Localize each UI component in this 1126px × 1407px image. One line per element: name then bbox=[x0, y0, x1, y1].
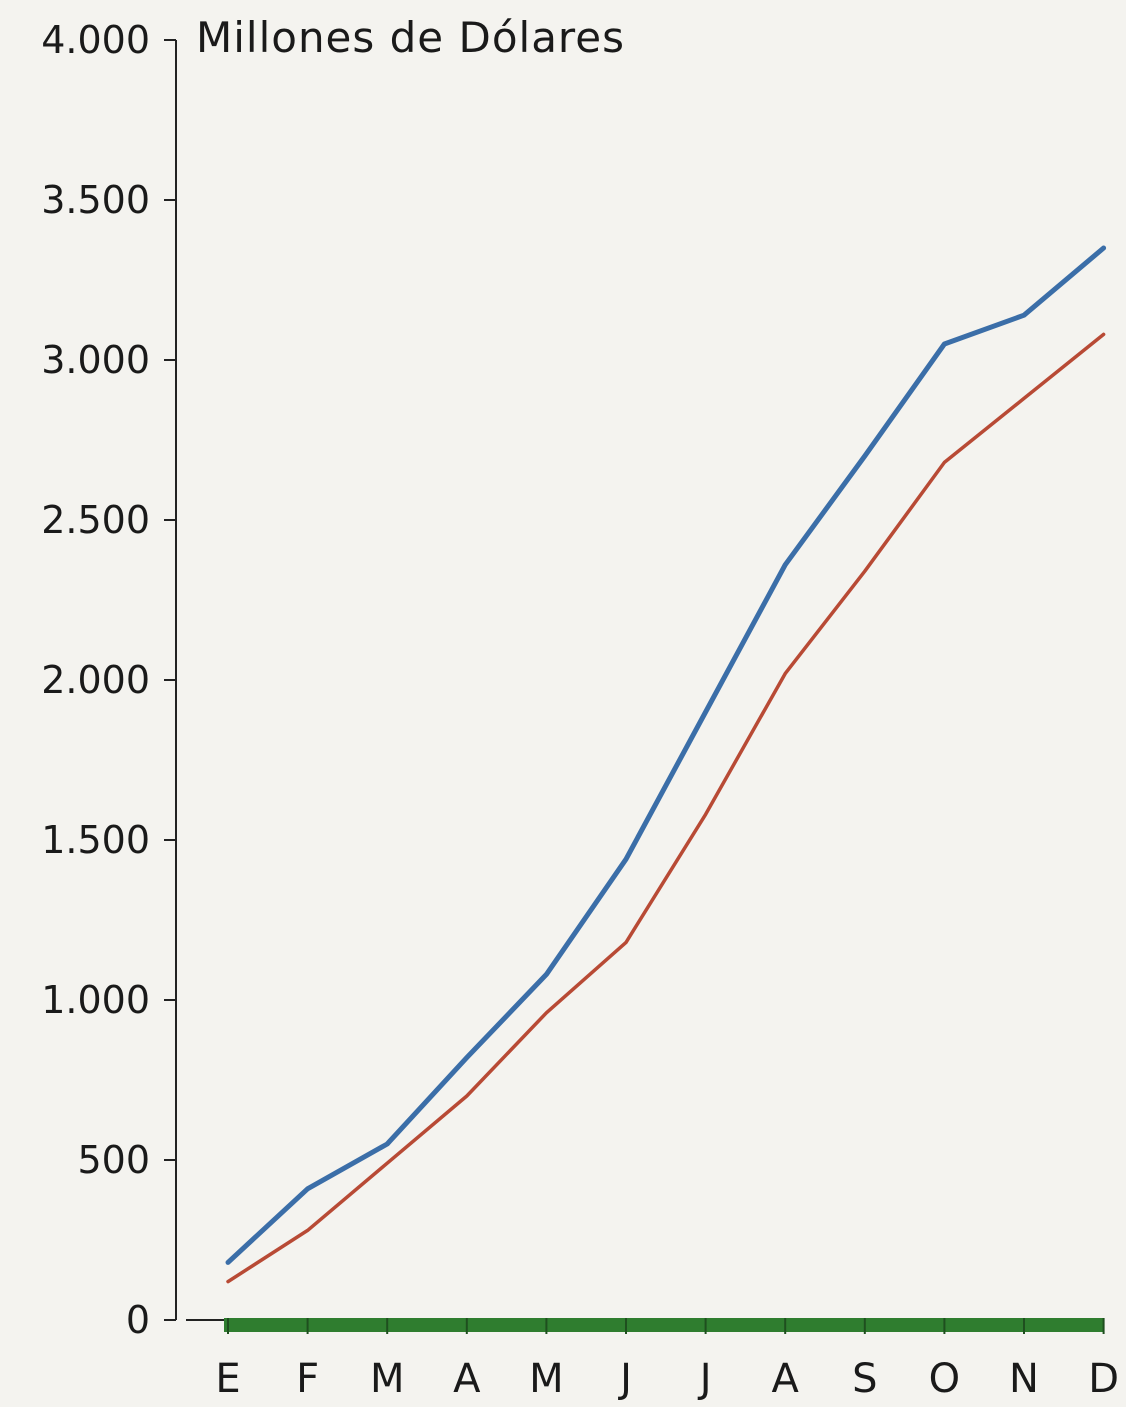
x-tick-label: D bbox=[1088, 1356, 1119, 1402]
series-2-point bbox=[306, 1229, 309, 1232]
x-tick-label: S bbox=[852, 1356, 877, 1402]
series-line-2 bbox=[226, 332, 1106, 1284]
series-1-point bbox=[227, 1261, 229, 1264]
series-2-point bbox=[465, 1095, 468, 1097]
x-tick-label: M bbox=[370, 1356, 405, 1402]
series-2-point bbox=[784, 672, 787, 675]
y-axis-ticks: 0 500 1.000 1.500 2.000 2.500 3.000 3.500 4.000 bbox=[41, 18, 176, 1342]
x-axis-baseline-bar bbox=[224, 1318, 1104, 1332]
series-2-point bbox=[545, 1011, 548, 1014]
series-2-point bbox=[625, 941, 627, 944]
series-line-1 bbox=[225, 245, 1107, 1265]
y-tick-label: 1.000 bbox=[41, 978, 150, 1022]
y-tick-label: 500 bbox=[77, 1138, 150, 1182]
series-2-point bbox=[863, 570, 866, 573]
y-tick-label: 2.500 bbox=[41, 498, 150, 542]
x-tick-label: E bbox=[215, 1356, 240, 1402]
series-2-point bbox=[704, 813, 707, 816]
x-tick-label: A bbox=[453, 1356, 481, 1402]
series-1-point bbox=[306, 1187, 309, 1190]
y-tick-label: 4.000 bbox=[41, 18, 150, 62]
x-tick-label: J bbox=[617, 1356, 632, 1402]
series-1-point bbox=[625, 858, 627, 861]
series-1-point bbox=[1023, 314, 1025, 317]
x-tick-label: A bbox=[772, 1356, 800, 1402]
series-lines bbox=[225, 245, 1107, 1284]
series-2-point bbox=[386, 1162, 389, 1165]
series-1-point bbox=[943, 343, 946, 345]
y-tick-label: 3.000 bbox=[41, 338, 150, 382]
x-tick-label: N bbox=[1009, 1356, 1039, 1402]
series-1-point bbox=[784, 563, 787, 566]
series-2-point bbox=[1102, 333, 1105, 336]
x-tick-label: F bbox=[296, 1356, 319, 1402]
series-1-point bbox=[545, 973, 548, 976]
y-tick-label: 1.500 bbox=[41, 818, 150, 862]
y-tick-label: 3.500 bbox=[41, 178, 150, 222]
x-tick-label: O bbox=[929, 1356, 960, 1402]
series-1-point bbox=[1102, 247, 1105, 249]
series-2-point bbox=[227, 1280, 229, 1283]
series-1-point bbox=[386, 1143, 389, 1145]
x-tick-label: J bbox=[697, 1356, 712, 1402]
series-1-point bbox=[704, 711, 707, 713]
series-2-point bbox=[1023, 397, 1025, 400]
y-tick-label: 2.000 bbox=[41, 658, 150, 702]
series-1-point bbox=[863, 455, 866, 457]
x-tick-label: M bbox=[529, 1356, 564, 1402]
y-tick-label: 0 bbox=[126, 1298, 150, 1342]
series-1-point bbox=[465, 1056, 468, 1059]
chart-title: Millones de Dólares bbox=[196, 13, 625, 62]
series-2-point bbox=[943, 461, 946, 464]
